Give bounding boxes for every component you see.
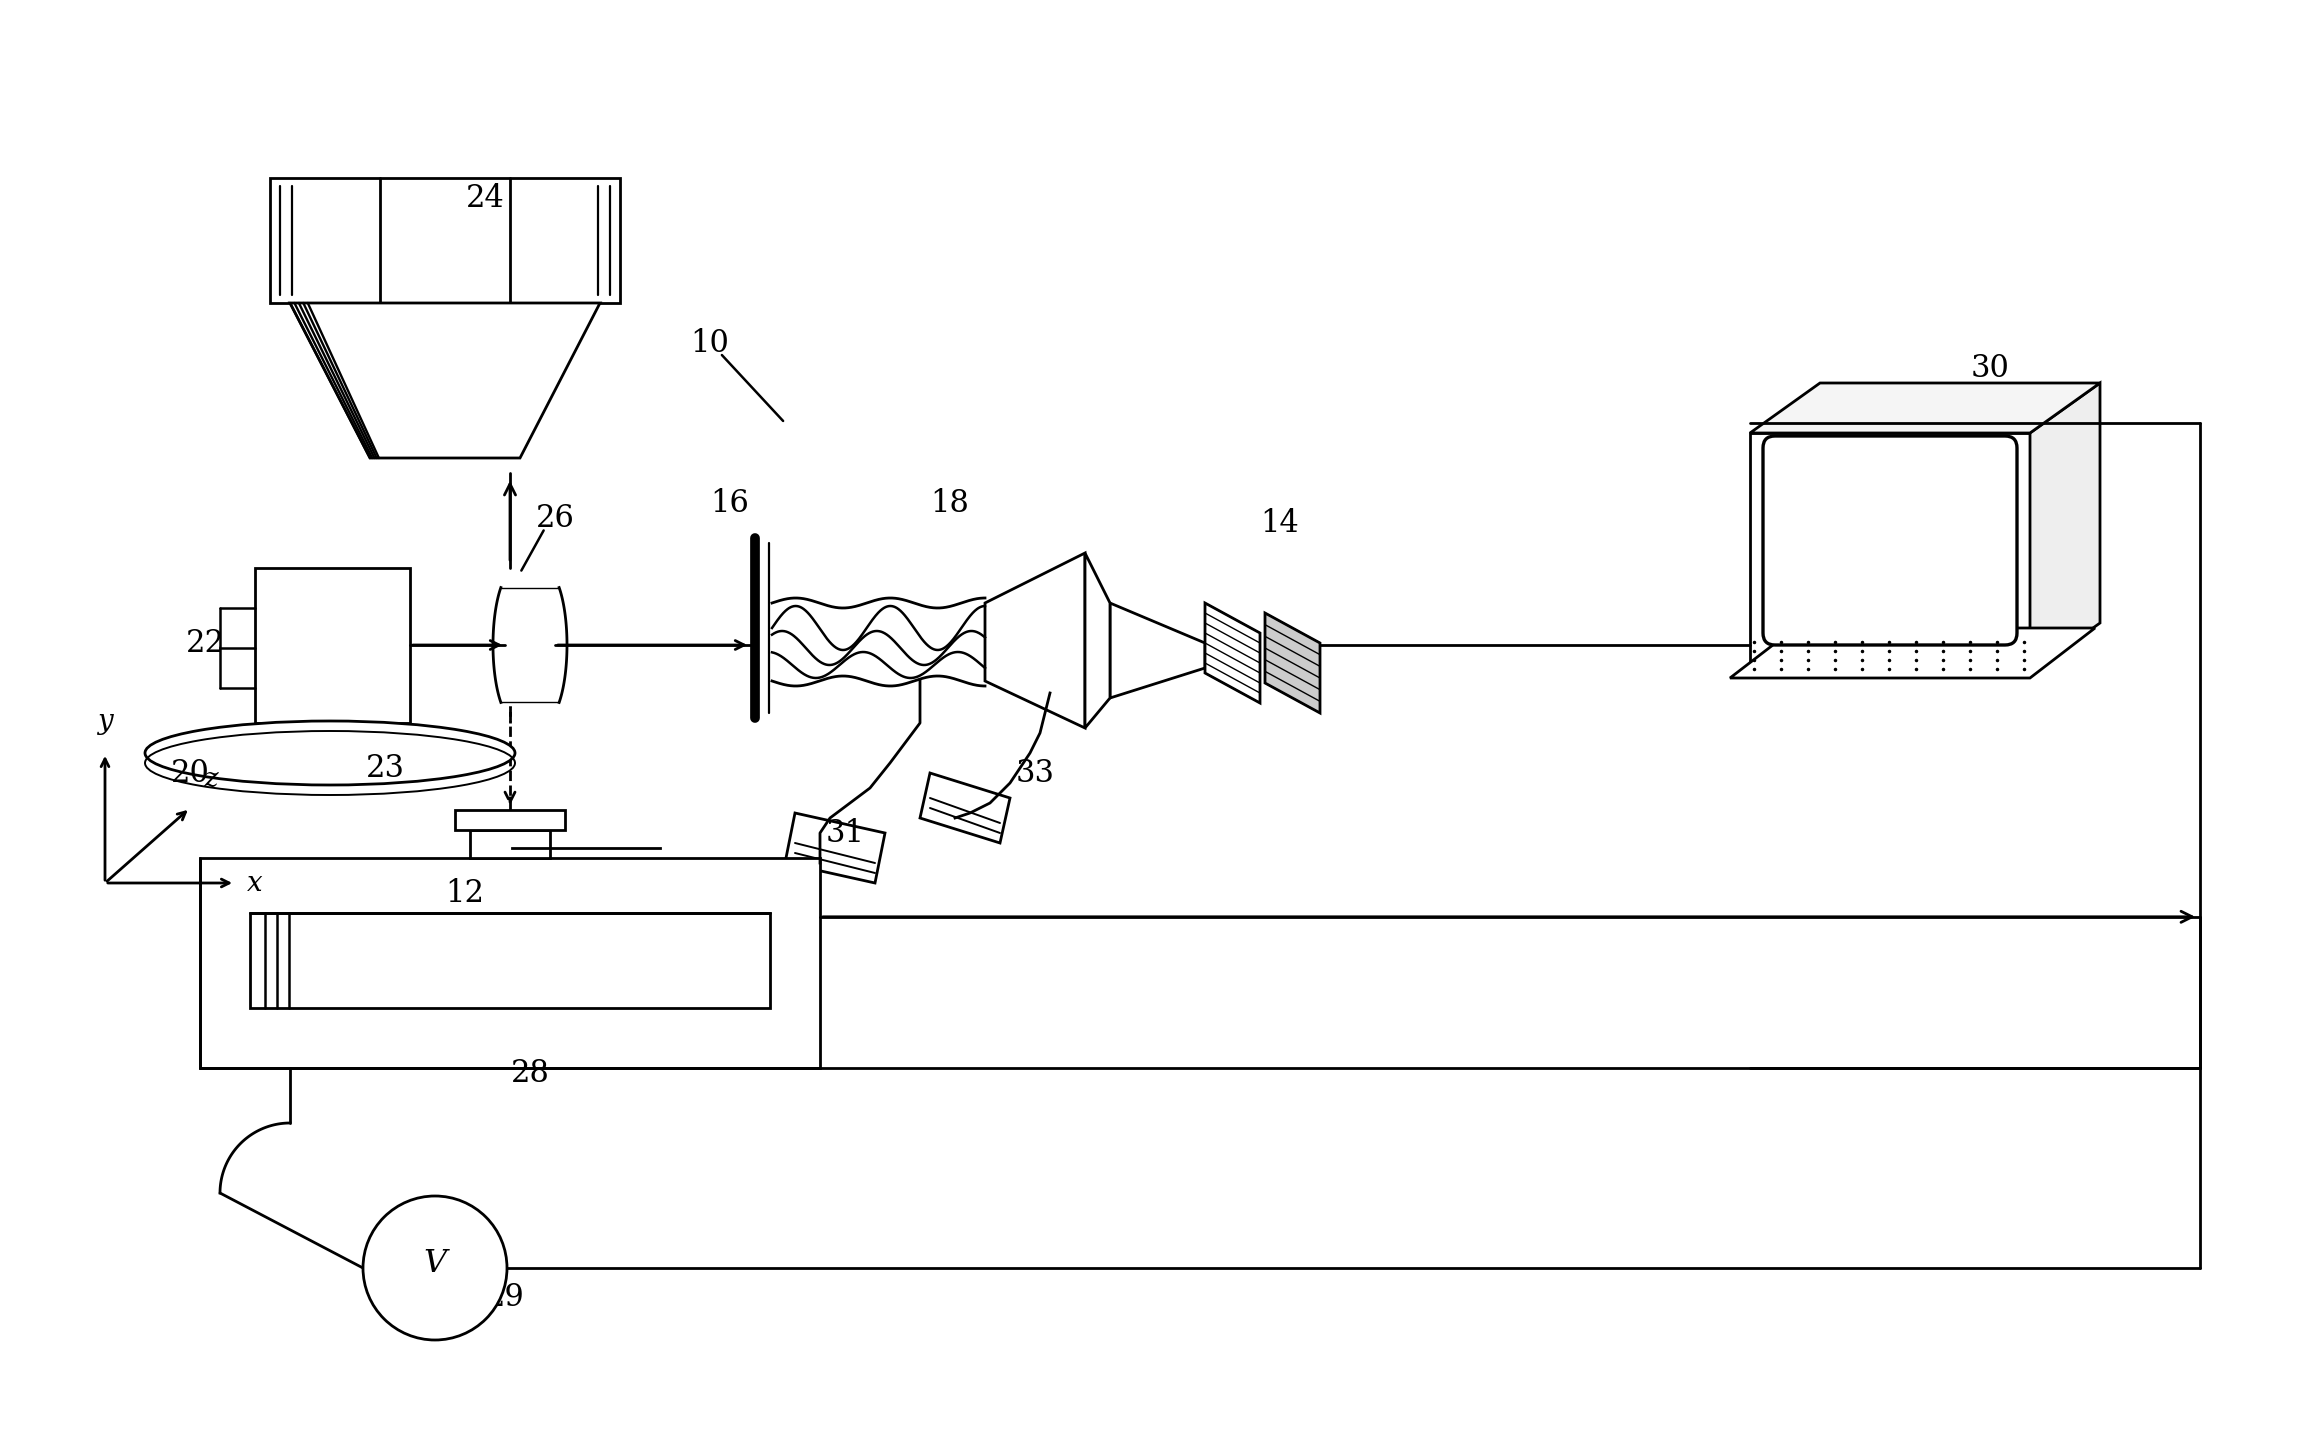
Polygon shape	[1084, 554, 1110, 728]
Bar	[1750, 433, 2030, 673]
Polygon shape	[2030, 384, 2099, 673]
Polygon shape	[1750, 384, 2099, 433]
Text: 22: 22	[185, 628, 224, 658]
Polygon shape	[1110, 603, 1205, 697]
Polygon shape	[985, 554, 1084, 728]
Text: 31: 31	[825, 818, 865, 849]
Circle shape	[363, 1196, 506, 1340]
Text: y: y	[97, 708, 113, 735]
Text: 14: 14	[1260, 507, 1299, 539]
Polygon shape	[920, 773, 1010, 843]
Polygon shape	[786, 814, 885, 883]
Text: 12: 12	[446, 878, 486, 908]
Text: z: z	[203, 766, 217, 793]
Bar	[455, 809, 564, 830]
Bar	[271, 179, 620, 304]
Text: 28: 28	[511, 1058, 550, 1088]
Text: 29: 29	[486, 1283, 525, 1314]
Bar	[250, 912, 770, 1008]
Bar	[469, 830, 550, 859]
Polygon shape	[289, 304, 601, 458]
Ellipse shape	[146, 721, 516, 785]
Polygon shape	[1265, 613, 1320, 713]
Polygon shape	[1729, 628, 2095, 679]
Bar	[201, 859, 821, 1068]
Text: 24: 24	[465, 183, 504, 214]
Bar	[254, 568, 409, 724]
Text: 16: 16	[710, 488, 749, 519]
Text: 20: 20	[171, 757, 210, 789]
Text: 18: 18	[929, 488, 969, 519]
Text: 33: 33	[1015, 757, 1054, 789]
FancyBboxPatch shape	[1764, 436, 2016, 645]
Text: 26: 26	[536, 503, 573, 533]
Text: x: x	[247, 869, 264, 897]
Text: 10: 10	[691, 327, 731, 359]
Text: 30: 30	[1970, 353, 2009, 384]
Polygon shape	[1205, 603, 1260, 703]
Text: 23: 23	[365, 753, 405, 783]
Text: V: V	[423, 1248, 446, 1279]
